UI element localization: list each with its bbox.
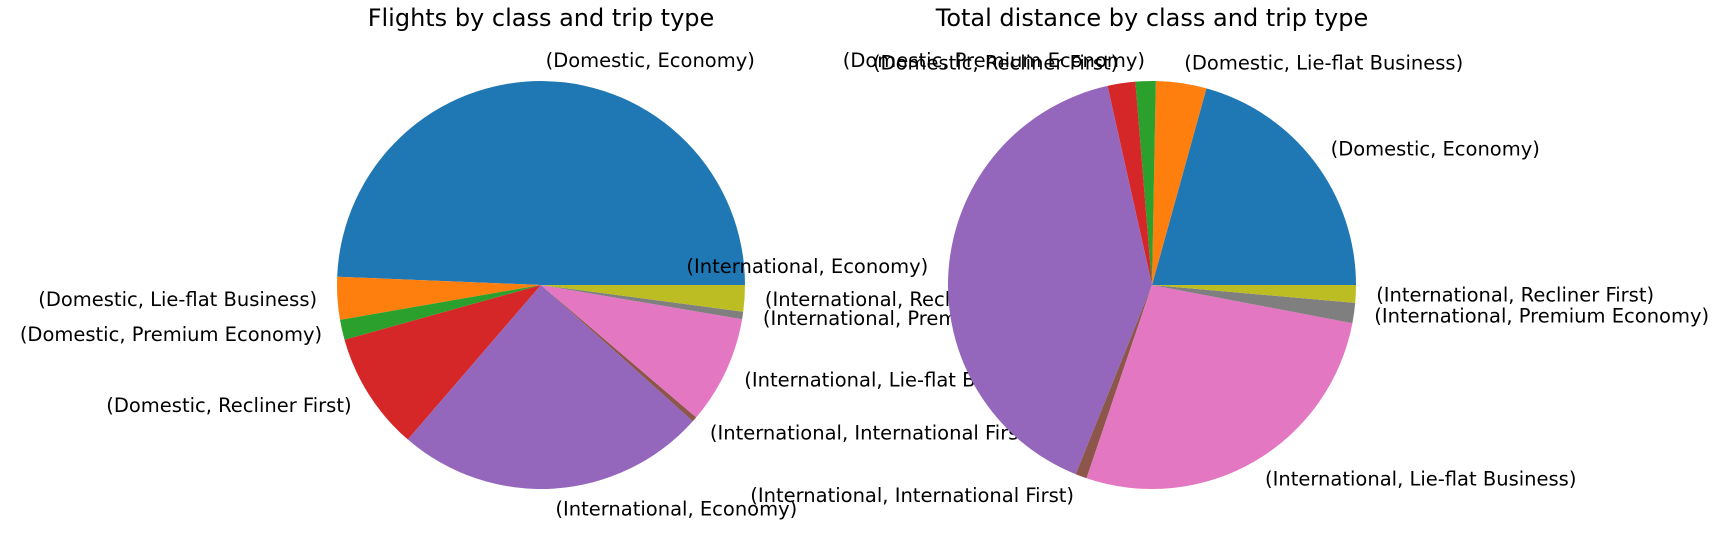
pie-label-domestic-lie-flat-business: (Domestic, Lie-flat Business) — [1184, 51, 1463, 74]
pie-slice-international-premium-economy — [1152, 285, 1356, 324]
pie-label-international-premium-economy: (International, Premium Economy) — [1374, 304, 1709, 327]
pie-chart-distance: Total distance by class and trip type (D… — [686, 4, 1709, 507]
chart-title-flights: Flights by class and trip type — [368, 4, 715, 32]
slices-flights — [337, 81, 745, 489]
pie-slice-international-lie-flat-business — [1086, 285, 1353, 490]
pie-label-domestic-economy: (Domestic, Economy) — [1331, 138, 1540, 161]
pie-slice-international-international-first — [541, 285, 697, 422]
labels-distance: (Domestic, Economy) (Domestic, Lie-flat B… — [686, 49, 1709, 507]
pie-label-domestic-lie-flat-business: (Domestic, Lie-flat Business) — [38, 288, 317, 311]
pie-label-international-lie-flat-business: (International, Lie-flat Business) — [1265, 467, 1576, 490]
labels-flights: (Domestic, Economy) (Domestic, Lie-flat B… — [20, 49, 1098, 520]
pie-label-domestic-recliner-first: (Domestic, Recliner First) — [873, 52, 1118, 75]
pie-label-international-recliner-first: (International, Recliner First) — [1376, 283, 1654, 306]
pie-slice-international-premium-economy — [541, 285, 744, 320]
pie-slice-domestic-lie-flat-business — [337, 276, 541, 320]
pie-slice-domestic-recliner-first — [344, 285, 541, 440]
pie-label-international-economy: (International, Economy) — [555, 497, 797, 520]
chart-title-distance: Total distance by class and trip type — [935, 4, 1368, 32]
slices-distance — [947, 81, 1356, 490]
pie-slice-domestic-premium-economy — [1135, 81, 1156, 285]
pie-label-international-economy: (International, Economy) — [686, 255, 928, 278]
pie-slice-domestic-premium-economy — [340, 285, 541, 340]
pie-slice-international-lie-flat-business — [541, 285, 743, 418]
pie-slice-domestic-economy — [1152, 88, 1356, 286]
pie-slice-domestic-lie-flat-business — [1152, 81, 1207, 285]
pie-label-international-international-first: (International, International First) — [710, 421, 1034, 444]
pie-label-domestic-recliner-first: (Domestic, Recliner First) — [106, 394, 351, 417]
pie-label-international-international-first: (International, International First) — [750, 484, 1074, 507]
pie-slice-international-international-first — [1075, 285, 1152, 479]
pie-slice-international-recliner-first — [541, 285, 745, 312]
pie-slice-international-economy — [947, 85, 1152, 475]
pie-label-domestic-premium-economy: (Domestic, Premium Economy) — [843, 49, 1145, 72]
pie-label-domestic-premium-economy: (Domestic, Premium Economy) — [20, 323, 322, 346]
pie-label-domestic-economy: (Domestic, Economy) — [546, 49, 755, 72]
pie-slice-international-economy — [407, 285, 693, 489]
pie-slice-international-recliner-first — [1152, 285, 1356, 303]
pie-slice-domestic-recliner-first — [1107, 81, 1152, 286]
pie-chart-flights: Flights by class and trip type (Domestic… — [20, 4, 1098, 520]
pie-slice-domestic-economy — [337, 81, 745, 285]
